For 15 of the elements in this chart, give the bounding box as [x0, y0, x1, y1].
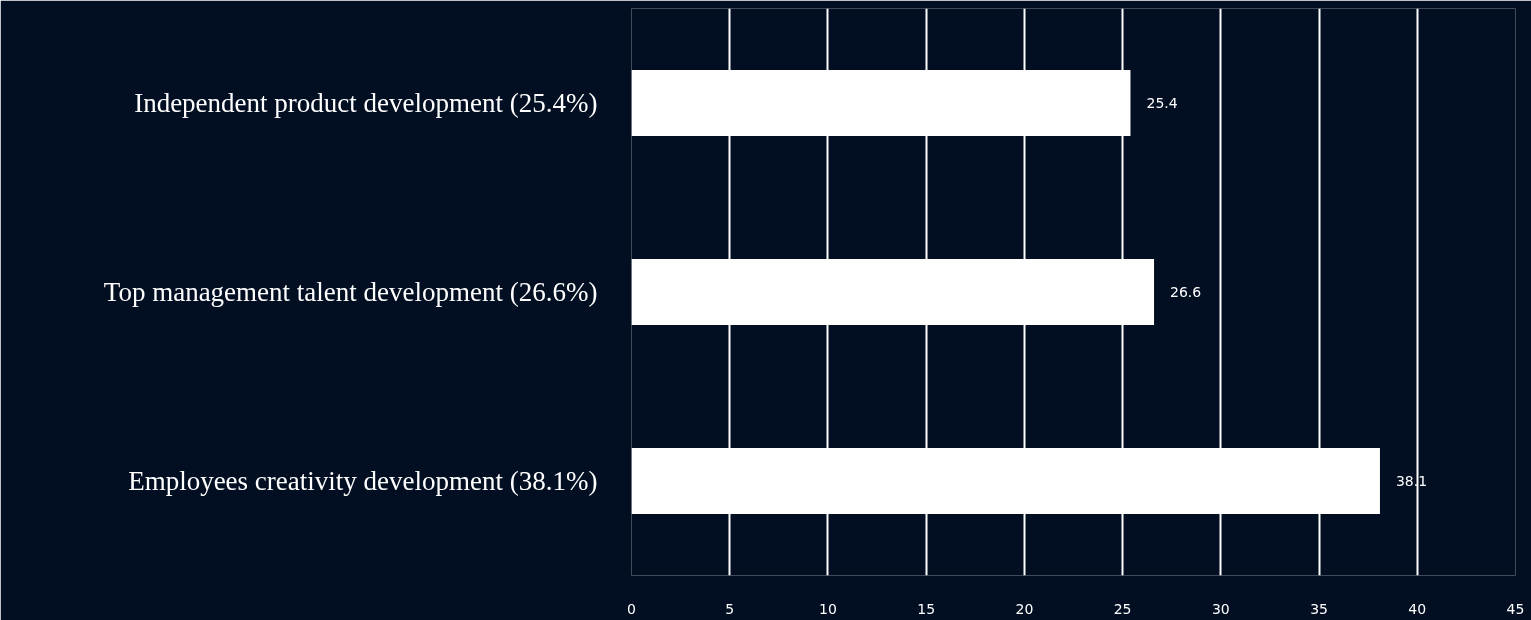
- x-tick-label: 5: [725, 600, 735, 617]
- x-tick-label: 0: [627, 600, 636, 617]
- data-label: 25.4: [1146, 95, 1178, 111]
- x-tick-label: 10: [819, 600, 837, 617]
- x-tick-label: 30: [1211, 600, 1230, 617]
- x-tick-label: 45: [1506, 600, 1525, 617]
- y-tick-label: Employees creativity development (38.1%): [128, 466, 598, 496]
- x-tick-label: 15: [917, 600, 936, 617]
- x-tick-label: 35: [1310, 600, 1328, 617]
- data-label: 26.6: [1170, 284, 1202, 300]
- x-tick-label: 40: [1408, 600, 1427, 617]
- x-tick-label: 20: [1015, 600, 1034, 617]
- y-tick-label: Top management talent development (26.6%): [103, 277, 598, 307]
- x-tick-label: 25: [1113, 600, 1132, 617]
- y-tick-label: Independent product development (25.4%): [134, 88, 598, 118]
